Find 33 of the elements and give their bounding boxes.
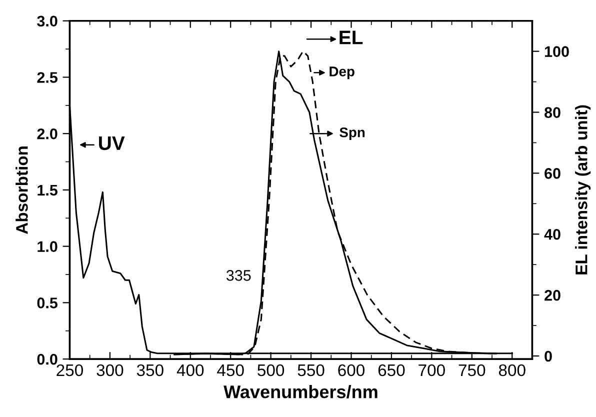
y-tick-label: 0.5 <box>37 298 58 308</box>
annotation: Spn <box>340 127 365 140</box>
y-axis-title: Absorbtion <box>16 146 28 234</box>
y2-tick-label: 0 <box>544 350 552 362</box>
y-tick-label: 2.0 <box>37 128 58 140</box>
y2-tick-label: 80 <box>544 107 560 118</box>
y2-tick-label: 60 <box>544 168 560 179</box>
y-tick-label: 3.0 <box>37 16 58 27</box>
annotation: Dep <box>330 66 354 80</box>
x-tick-label: 800 <box>498 364 526 376</box>
y-tick-label: 0.0 <box>37 354 58 365</box>
x-tick-label: 250 <box>56 364 83 376</box>
x-tick-label: 450 <box>217 364 244 376</box>
x-axis-title: Wavenumbers/nm <box>224 384 378 398</box>
annotation: EL <box>340 30 363 44</box>
x-tick-label: 550 <box>298 364 324 376</box>
y-tick-label: 1.0 <box>38 241 58 252</box>
x-tick-label: 400 <box>176 364 204 376</box>
annotation: UV <box>99 136 125 150</box>
x-tick-label: 300 <box>96 364 124 376</box>
y-tick-label: 1.5 <box>38 184 58 196</box>
x-tick-label: 350 <box>136 364 164 376</box>
y2-tick-label: 20 <box>544 290 560 301</box>
y2-tick-label: 100 <box>544 46 569 58</box>
x-tick-label: 650 <box>378 364 405 376</box>
x-tick-label: 700 <box>418 364 445 376</box>
y2-axis-title: EL intensity (arb unit) <box>575 105 591 274</box>
y-tick-label: 2.5 <box>37 72 58 83</box>
x-tick-label: 750 <box>458 364 486 376</box>
annotation: 335 <box>226 270 251 281</box>
y2-tick-label: 40 <box>544 228 560 240</box>
x-tick-label: 500 <box>258 364 284 376</box>
x-tick-label: 600 <box>338 364 365 376</box>
